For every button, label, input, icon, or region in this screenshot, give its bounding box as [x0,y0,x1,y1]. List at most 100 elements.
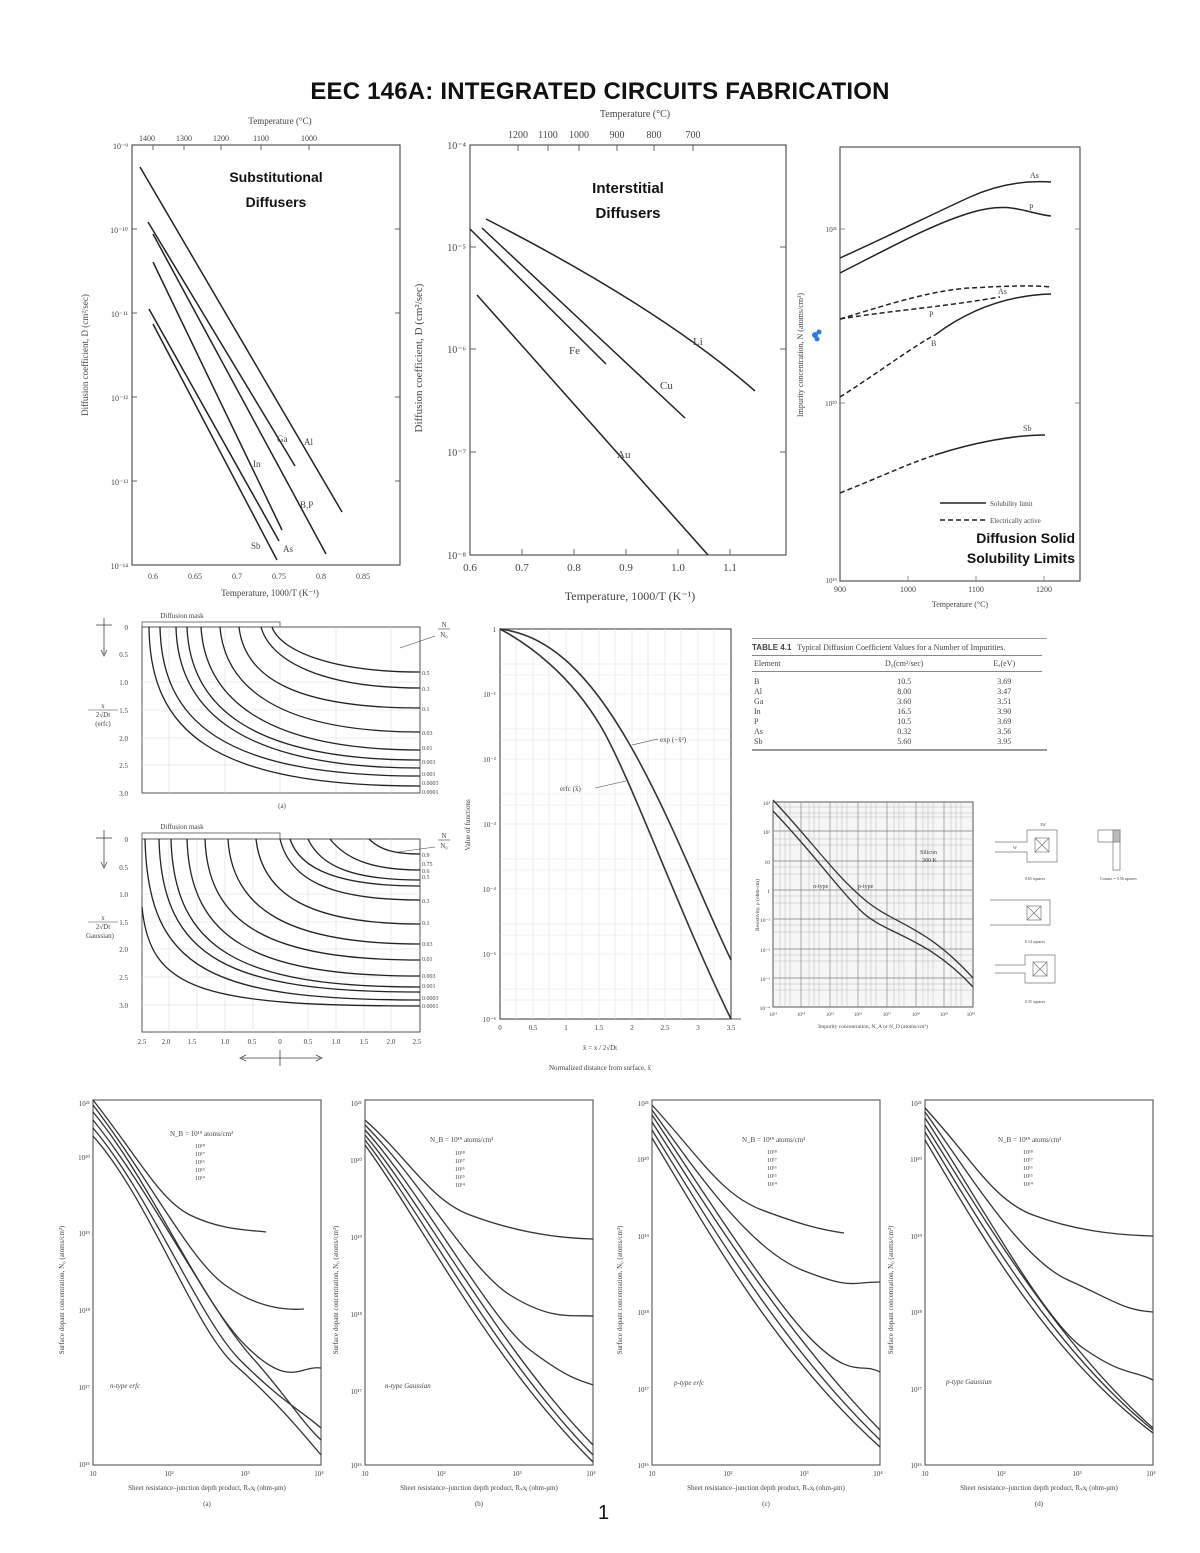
svg-text:Diffusers: Diffusers [246,194,307,210]
svg-text:x: x [101,702,105,710]
svg-text:10⁻¹: 10⁻¹ [483,691,496,699]
svg-text:10¹⁹: 10¹⁹ [825,577,837,585]
svg-text:1: 1 [564,1024,568,1032]
svg-text:N_B = 10¹⁹ atoms/cm³: N_B = 10¹⁹ atoms/cm³ [170,1130,233,1138]
svg-text:Diffusion coefficient, D (cm²/: Diffusion coefficient, D (cm²/sec) [413,283,425,432]
svg-text:10¹⁶: 10¹⁶ [78,1461,90,1469]
svg-text:3.0: 3.0 [119,1002,128,1010]
svg-text:1.0: 1.0 [119,891,128,899]
svg-text:0.5: 0.5 [529,1024,538,1032]
svg-text:2.0: 2.0 [119,946,128,954]
irvin-curve-a: 10²¹ 10²⁰ 10¹⁹ 10¹⁸ 10¹⁷ 10¹⁶ Surface do… [50,1099,340,1530]
svg-text:10²: 10² [996,1470,1005,1478]
svg-text:Sb: Sb [1023,424,1031,433]
svg-text:Diffusion mask: Diffusion mask [160,612,204,620]
svg-text:Temperature (°C): Temperature (°C) [932,600,989,609]
svg-text:0.75: 0.75 [272,572,286,581]
svg-text:10¹⁴: 10¹⁴ [797,1012,805,1018]
svg-text:x̄ = x / 2√Dt: x̄ = x / 2√Dt [583,1044,617,1052]
svg-text:0.0003: 0.0003 [422,781,439,787]
svg-text:10¹⁷: 10¹⁷ [767,1158,777,1164]
svg-text:0.6: 0.6 [148,572,158,581]
svg-text:3.0: 3.0 [119,790,128,798]
svg-text:10¹⁹: 10¹⁹ [940,1012,948,1018]
svg-text:10¹⁷: 10¹⁷ [195,1152,205,1158]
irvin-curve-b: 10²¹ 10²⁰ 10¹⁹ 10¹⁸ 10¹⁷ 10¹⁶ Surface do… [330,1099,620,1530]
svg-text:0.65: 0.65 [188,572,202,581]
svg-text:0.1: 0.1 [422,921,430,927]
svg-text:10²: 10² [763,830,771,836]
svg-text:Normalized distance from surfa: Normalized distance from surface, x̄ [549,1064,652,1072]
mask-erfc-contour-chart: Diffusion mask 0 0.5 1.0 1.5 2.0 2.5 3.0… [80,610,460,820]
svg-text:Cu: Cu [660,380,673,392]
svg-text:10¹⁶: 10¹⁶ [195,1160,205,1166]
svg-text:1000: 1000 [569,130,589,141]
svg-text:B: B [931,339,936,348]
svg-text:1.1: 1.1 [723,562,737,574]
svg-text:Sheet resistance–junction dept: Sheet resistance–junction depth product,… [960,1484,1118,1492]
svg-text:10³: 10³ [240,1470,249,1478]
svg-text:3: 3 [696,1024,700,1032]
svg-text:1.0: 1.0 [332,1038,341,1046]
svg-text:In: In [253,459,261,469]
svg-text:1: 1 [493,626,497,634]
svg-text:Fe: Fe [569,345,580,357]
lateral-axis-icon [239,1050,323,1066]
svg-text:10⁻⁵: 10⁻⁵ [447,243,466,254]
table-row: B 10.5 3.69 [754,676,1012,686]
svg-text:0.8: 0.8 [567,562,581,574]
svg-text:10¹⁸: 10¹⁸ [910,1309,922,1317]
svg-text:10¹⁷: 10¹⁷ [78,1384,90,1392]
svg-text:0.0001: 0.0001 [422,1004,439,1010]
svg-text:Substitutional: Substitutional [229,169,322,185]
svg-text:0.9: 0.9 [422,853,430,859]
svg-text:2√Dt: 2√Dt [96,923,110,931]
svg-text:10²⁰: 10²⁰ [78,1154,90,1162]
svg-text:As: As [998,287,1007,296]
svg-text:Surface dopant concentration,: Surface dopant concentration, N₀ (atoms/… [332,1225,340,1354]
svg-text:10¹⁵: 10¹⁵ [195,1168,205,1174]
svg-text:0.75: 0.75 [422,862,433,868]
svg-text:10⁻¹²: 10⁻¹² [111,394,129,403]
svg-text:800: 800 [647,130,662,141]
svg-text:10²¹: 10²¹ [351,1100,362,1108]
svg-text:Diffusion mask: Diffusion mask [160,823,204,831]
y-axis-label: Diffusion coefficient, D (cm²/sec) [80,294,90,416]
resistivity-chart: 10³ 10² 10 1 10⁻¹ 10⁻² 10⁻³ 10⁻⁴ Resisti… [754,795,985,1040]
table-caption: Typical Diffusion Coefficient Values for… [797,643,1006,652]
svg-text:10¹⁸: 10¹⁸ [195,1144,205,1150]
svg-text:10¹⁴: 10¹⁴ [195,1176,205,1182]
svg-text:1000: 1000 [301,134,317,143]
svg-text:10⁻¹¹: 10⁻¹¹ [111,310,129,319]
svg-text:10⁴: 10⁴ [586,1470,596,1478]
svg-text:10¹⁷: 10¹⁷ [455,1159,465,1165]
svg-text:Sheet resistance–junction dept: Sheet resistance–junction depth product,… [687,1484,845,1492]
svg-text:p-type Gaussian: p-type Gaussian [945,1378,992,1386]
svg-text:10¹⁸: 10¹⁸ [455,1151,465,1157]
svg-text:(a): (a) [203,1500,211,1508]
svg-text:10¹⁶: 10¹⁶ [350,1462,362,1470]
svg-text:0.1: 0.1 [422,707,430,713]
svg-text:10¹⁷: 10¹⁷ [883,1012,891,1018]
svg-text:Surface dopant concentration,: Surface dopant concentration, N₀ (atoms/… [887,1225,895,1354]
svg-text:10²: 10² [164,1470,173,1478]
svg-text:10¹⁶: 10¹⁶ [767,1166,777,1172]
svg-text:0.3: 0.3 [422,899,430,905]
svg-text:Sheet resistance–junction dept: Sheet resistance–junction depth product,… [400,1484,558,1492]
svg-text:10: 10 [90,1470,98,1478]
svg-text:0.9: 0.9 [619,562,633,574]
svg-text:10¹⁴: 10¹⁴ [455,1183,465,1189]
table-caption-number: TABLE 4.1 [752,643,792,652]
svg-text:10²⁰: 10²⁰ [637,1156,649,1164]
svg-text:10⁻³: 10⁻³ [483,821,496,829]
svg-text:10⁻¹³: 10⁻¹³ [111,478,129,487]
svg-text:2.0: 2.0 [162,1038,171,1046]
svg-text:Ga: Ga [277,434,288,444]
page-number: 1 [598,1502,610,1524]
plot-frame [131,144,401,566]
svg-text:3.5: 3.5 [727,1024,736,1032]
svg-text:P: P [1029,203,1034,212]
svg-text:N₀: N₀ [440,842,448,850]
svg-text:2.5: 2.5 [138,1038,147,1046]
svg-text:0.003: 0.003 [422,974,436,980]
